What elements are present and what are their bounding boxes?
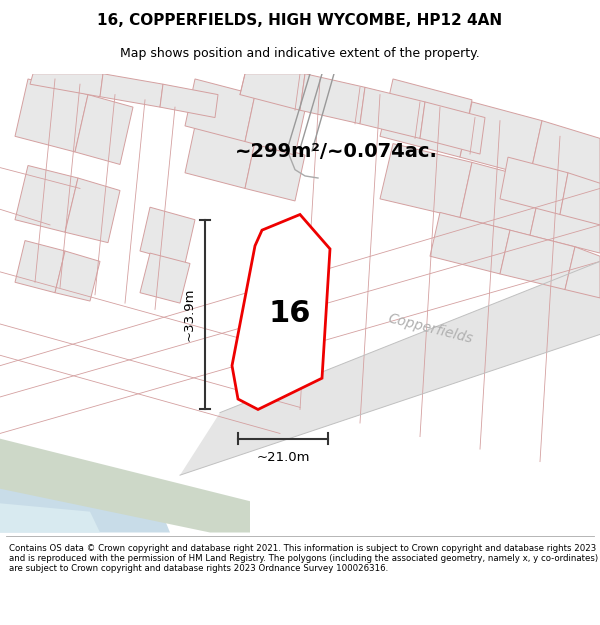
Polygon shape <box>232 214 330 409</box>
Polygon shape <box>185 79 255 141</box>
Polygon shape <box>530 181 600 253</box>
Polygon shape <box>30 74 103 97</box>
Polygon shape <box>240 74 305 110</box>
Polygon shape <box>245 141 305 201</box>
Polygon shape <box>380 144 472 218</box>
Polygon shape <box>300 74 365 124</box>
Polygon shape <box>180 261 600 475</box>
Polygon shape <box>55 251 100 301</box>
Polygon shape <box>160 84 218 118</box>
Polygon shape <box>65 178 120 242</box>
Polygon shape <box>460 102 542 176</box>
Polygon shape <box>140 208 195 264</box>
Polygon shape <box>75 94 133 164</box>
Polygon shape <box>15 79 88 152</box>
Polygon shape <box>430 213 510 274</box>
Text: Copperfields: Copperfields <box>386 312 474 346</box>
Polygon shape <box>15 241 65 292</box>
Polygon shape <box>460 162 542 236</box>
Polygon shape <box>530 121 600 194</box>
Polygon shape <box>0 481 170 532</box>
Text: Contains OS data © Crown copyright and database right 2021. This information is : Contains OS data © Crown copyright and d… <box>9 544 598 573</box>
Text: 16: 16 <box>269 299 311 328</box>
Polygon shape <box>420 102 485 154</box>
Polygon shape <box>245 94 305 155</box>
Polygon shape <box>560 173 600 225</box>
Polygon shape <box>500 157 568 214</box>
Polygon shape <box>360 88 425 138</box>
Polygon shape <box>185 126 255 189</box>
Polygon shape <box>565 247 600 298</box>
Polygon shape <box>380 79 472 157</box>
Text: 16, COPPERFIELDS, HIGH WYCOMBE, HP12 4AN: 16, COPPERFIELDS, HIGH WYCOMBE, HP12 4AN <box>97 13 503 28</box>
Text: Map shows position and indicative extent of the property.: Map shows position and indicative extent… <box>120 47 480 59</box>
Polygon shape <box>0 439 250 532</box>
Polygon shape <box>0 503 100 532</box>
Polygon shape <box>100 74 163 107</box>
Polygon shape <box>140 253 190 303</box>
Text: ~21.0m: ~21.0m <box>256 451 310 464</box>
Text: ~33.9m: ~33.9m <box>182 288 196 341</box>
Polygon shape <box>500 230 575 289</box>
Text: ~299m²/~0.074ac.: ~299m²/~0.074ac. <box>235 142 438 161</box>
Polygon shape <box>15 166 78 232</box>
